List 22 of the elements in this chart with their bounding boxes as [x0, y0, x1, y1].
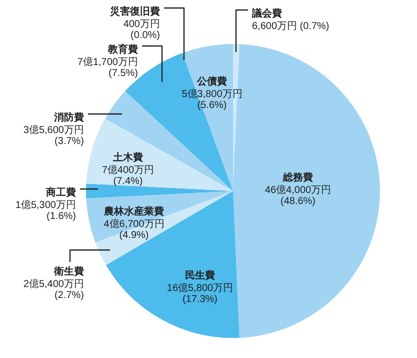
- slice-label: 教育費: [107, 44, 138, 56]
- text: 400万円 (0.0%): [123, 18, 160, 41]
- slice-label: 議会費: [251, 8, 282, 20]
- data-label: 7億400万円 (7.4%): [102, 164, 154, 187]
- data-label: 16億5,800万円 (17.3%): [166, 282, 234, 305]
- slice-label: 衛生費: [53, 266, 84, 278]
- category-label: 災害復旧費: [110, 6, 160, 18]
- slice-label: 土木費: [112, 152, 143, 164]
- data-label: 46億4,000万円 (48.6%): [264, 184, 332, 207]
- data-label: 6,600万円 (0.7%): [252, 20, 330, 32]
- data-label: 2億5,400万円 (2.7%): [23, 278, 84, 301]
- slice-label: 民生費: [185, 270, 215, 282]
- data-label: 4億6,700万円 (4.9%): [104, 218, 164, 241]
- slice-label: 農林水産業費: [103, 206, 164, 218]
- slice-label: 商工費: [45, 186, 76, 199]
- data-label: 7億1,700万円 (7.5%): [77, 56, 138, 79]
- data-label: 5億3,800万円 (5.6%): [182, 88, 242, 111]
- data-label: 1億5,300万円 (1.6%): [15, 198, 76, 222]
- slice-label: 消防費: [53, 112, 84, 124]
- slice-label: 公債費: [196, 76, 227, 88]
- data-label: 3億5,600万円 (3.7%): [23, 124, 84, 147]
- slice-label: 総務費: [282, 172, 313, 184]
